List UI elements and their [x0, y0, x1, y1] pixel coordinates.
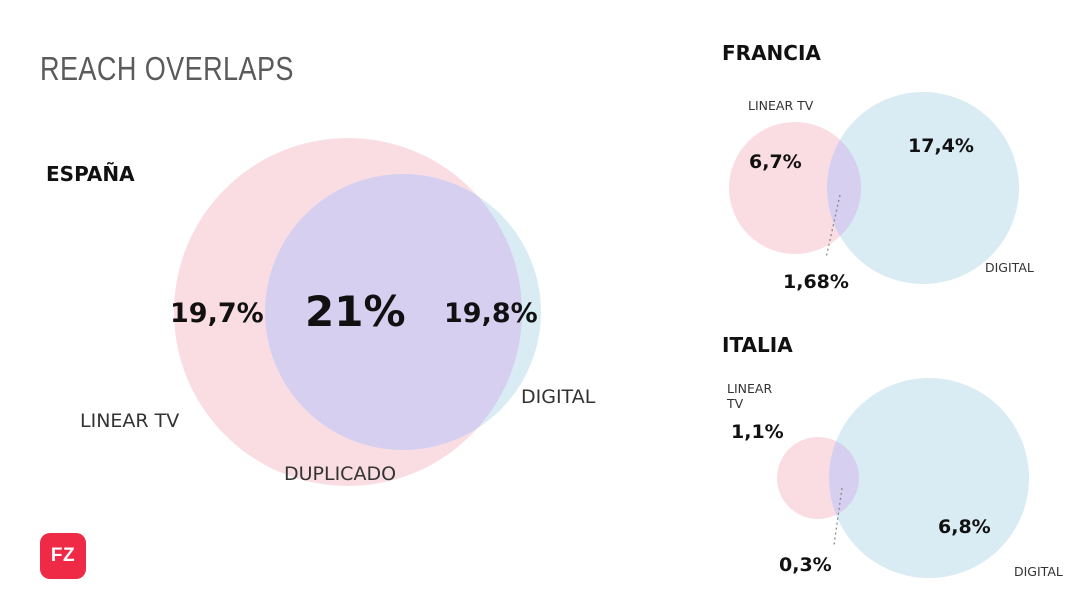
- italia-venn: [777, 378, 1029, 578]
- espana-duplicated-label: DUPLICADO: [284, 463, 397, 485]
- italia-digital-value: 6,8%: [938, 516, 991, 538]
- francia-duplicated-value: 1,68%: [783, 271, 849, 293]
- italia-digital-circle: [829, 378, 1029, 578]
- italia-heading: ITALIA: [722, 333, 793, 357]
- espana-digital-value: 19,8%: [444, 298, 538, 329]
- francia-digital-label: DIGITAL: [985, 260, 1034, 275]
- francia-digital-circle: [827, 92, 1019, 284]
- francia-heading: FRANCIA: [722, 41, 821, 65]
- espana-heading: ESPAÑA: [46, 162, 135, 186]
- page-title: REACH OVERLAPS: [40, 50, 294, 87]
- italia-digital-label: DIGITAL: [1014, 564, 1063, 579]
- espana-venn: [174, 138, 541, 486]
- francia-duplicated-leader-line: [825, 194, 841, 259]
- italia-linear-tv-value: 1,1%: [731, 421, 784, 443]
- francia-linear-tv-label: LINEAR TV: [748, 98, 814, 113]
- italia-duplicated-value: 0,3%: [779, 554, 832, 576]
- francia-digital-value: 17,4%: [908, 135, 974, 157]
- francia-linear-tv-value: 6,7%: [749, 151, 802, 173]
- espana-linear-tv-label: LINEAR TV: [80, 410, 180, 432]
- fz-logo: FZ: [40, 533, 86, 579]
- espana-overlap-area: [265, 174, 522, 450]
- espana-duplicated-value: 21%: [305, 287, 406, 336]
- italia-overlap-area: [829, 437, 859, 519]
- italia-linear-tv-label-line1: LINEAR: [727, 381, 773, 396]
- francia-venn: [729, 92, 1019, 284]
- espana-digital-label: DIGITAL: [521, 386, 596, 408]
- francia-linear-tv-circle: [729, 122, 861, 254]
- espana-linear-tv-value: 19,7%: [170, 298, 264, 329]
- italia-linear-tv-label-line2: TV: [727, 396, 744, 411]
